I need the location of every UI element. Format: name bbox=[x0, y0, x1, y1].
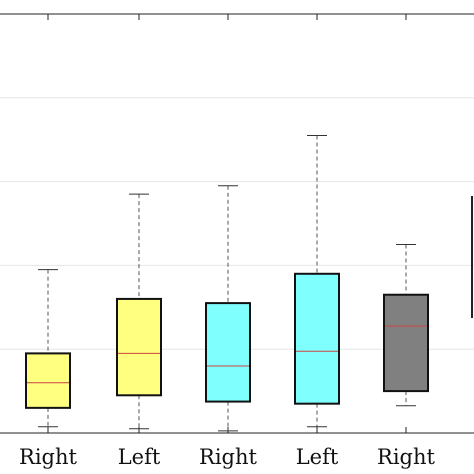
box-2 bbox=[205, 185, 251, 432]
x-tick-label-2: Right bbox=[199, 445, 257, 469]
box-3 bbox=[294, 135, 340, 428]
box-1 bbox=[116, 193, 162, 430]
x-tick-label-4: Right bbox=[377, 445, 435, 469]
box-body-3 bbox=[294, 272, 340, 405]
box-body-1 bbox=[116, 297, 162, 397]
boxes bbox=[25, 135, 429, 432]
x-tick-label-0: Right bbox=[19, 445, 77, 469]
x-tick-labels: Right Left Right Left Right bbox=[19, 445, 435, 469]
box-body-0 bbox=[25, 352, 71, 409]
box-body-4 bbox=[383, 293, 429, 393]
x-tick-label-1: Left bbox=[118, 445, 161, 469]
box-body-2 bbox=[205, 302, 251, 403]
x-tick-label-3: Left bbox=[296, 445, 339, 469]
box-4 bbox=[383, 243, 429, 407]
box-0 bbox=[25, 269, 71, 428]
